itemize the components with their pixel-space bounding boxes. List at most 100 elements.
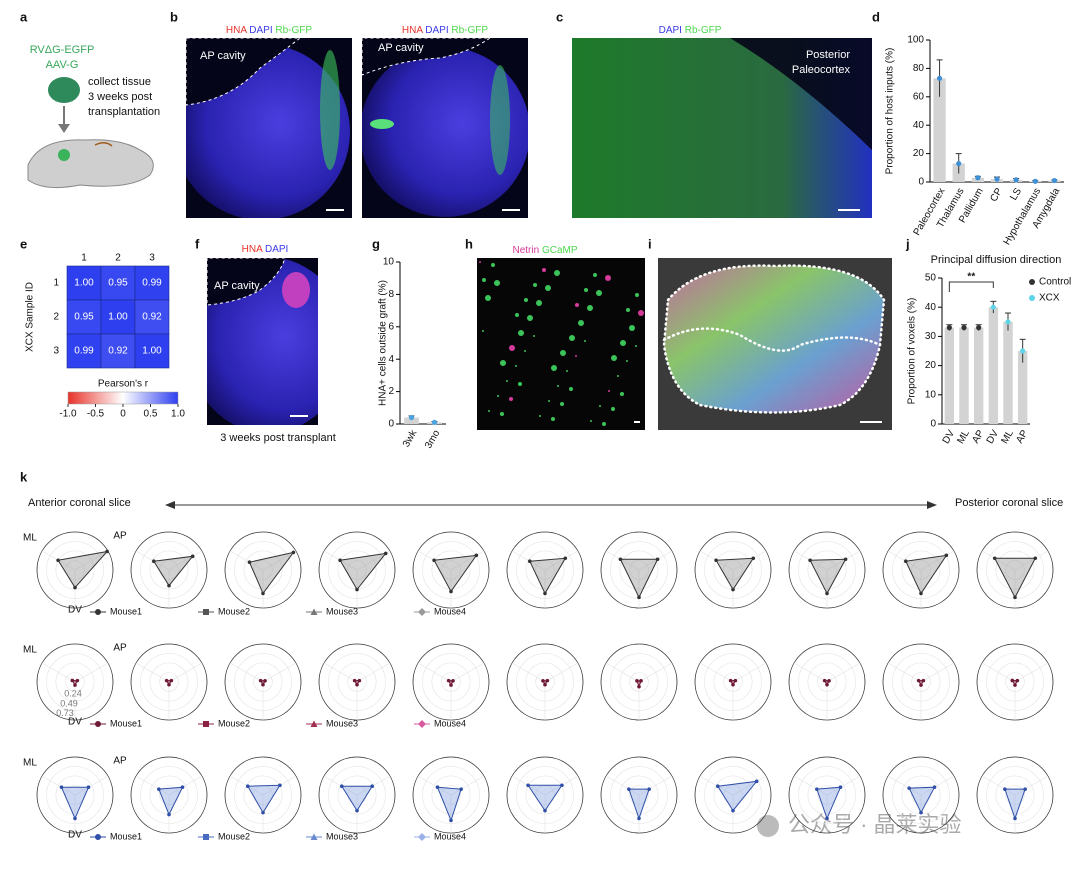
radar-spoke — [262, 550, 297, 571]
radial-tick-label: 0.24 — [64, 689, 82, 699]
x-tick-label: 3wk — [401, 427, 420, 449]
axis-label: DV — [68, 717, 82, 728]
legend-label: Mouse3 — [326, 718, 358, 728]
y-axis-label: XCX Sample ID — [25, 282, 36, 352]
significance-bracket — [948, 281, 994, 292]
data-point — [936, 75, 943, 81]
legend-label: Mouse3 — [326, 831, 358, 841]
radar-vertex — [637, 684, 641, 689]
data-point — [1032, 178, 1038, 184]
axis-label: DV — [68, 605, 82, 616]
radar-vertex — [921, 678, 926, 683]
legend-label: Mouse1 — [110, 718, 142, 728]
legend-marker — [95, 609, 101, 615]
cell-label: 1.00 — [142, 346, 162, 357]
radar-vertex — [639, 679, 643, 683]
axis-label: ML — [23, 533, 37, 544]
radar-spoke — [511, 662, 546, 683]
significance: ** — [967, 272, 975, 283]
bar — [1017, 351, 1028, 424]
colorbar-tick-label: 0.5 — [144, 409, 158, 420]
radar-shape — [628, 788, 650, 820]
radar-vertex — [563, 556, 568, 561]
mouse-brain — [27, 139, 154, 189]
protocol-note: transplantation — [88, 106, 160, 118]
cell — [575, 303, 579, 307]
radar-shape — [529, 557, 567, 595]
radar-shape — [433, 554, 478, 593]
heatmap-cell — [100, 299, 136, 335]
y-tick-label: 8 — [388, 289, 394, 300]
cell-label: 0.99 — [142, 278, 162, 289]
radar-spoke — [417, 775, 452, 796]
radar-vertex — [825, 591, 829, 596]
radar-vertex — [59, 785, 64, 789]
radar-vertex — [446, 678, 451, 683]
cell — [617, 375, 619, 377]
cell — [500, 360, 506, 366]
cell — [620, 392, 624, 396]
radar-vertex — [459, 787, 463, 791]
radar-spoke — [1014, 550, 1049, 571]
cell — [509, 345, 515, 351]
radar-vertex — [714, 558, 718, 563]
y-tick-label: 0 — [388, 419, 394, 430]
y-tick-label: 0 — [930, 419, 936, 430]
radar-spoke — [74, 662, 109, 683]
heatmap-cell — [100, 265, 136, 301]
radar-vertex — [449, 818, 453, 823]
radar-vertex — [261, 682, 265, 687]
y-axis-label: Proportion of voxels (%) — [907, 298, 918, 405]
cell — [626, 308, 630, 312]
radar-spoke — [638, 662, 673, 683]
y-tick-label: 20 — [925, 360, 937, 371]
y-tick-label: 100 — [907, 35, 924, 46]
radar-vertex — [825, 682, 829, 687]
y-tick-label: 4 — [388, 354, 394, 365]
legend-label: Mouse4 — [434, 606, 466, 616]
annotation: AP cavity — [200, 50, 246, 62]
radar-spoke — [732, 662, 767, 683]
watermark-icon — [757, 815, 779, 837]
colorbar-tick-label: -1.0 — [59, 409, 77, 420]
cell-label: 0.99 — [74, 346, 94, 357]
radial-tick-label: 0.73 — [56, 708, 74, 718]
radar-shape — [158, 786, 184, 816]
arrow-head — [58, 124, 70, 133]
radar-spoke — [920, 550, 955, 571]
radar-spoke — [168, 662, 203, 683]
legend-marker — [203, 834, 209, 840]
stain-label: HNA — [226, 25, 247, 36]
radar-vertex — [715, 784, 720, 789]
arrow-head — [927, 501, 937, 509]
radar-vertex — [86, 785, 91, 789]
cell — [548, 400, 550, 402]
radar-vertex — [627, 787, 631, 791]
bar — [988, 307, 999, 424]
x-tick-label: DV — [941, 428, 958, 446]
cell — [590, 420, 592, 422]
radar-vertex — [352, 678, 357, 683]
stain-labels: DAPI Rb-GFP — [659, 25, 722, 36]
y-tick-label: 50 — [925, 273, 937, 284]
caption: 3 weeks post transplant — [220, 432, 336, 444]
radar-spoke — [732, 775, 767, 796]
graft-outline — [662, 327, 882, 352]
annotation: Paleocortex — [792, 64, 851, 76]
radar-vertex — [75, 678, 80, 683]
data-point — [976, 325, 982, 331]
annotation: AP cavity — [378, 42, 424, 54]
legend-label: Mouse1 — [110, 831, 142, 841]
colorbar-tick-label: 0 — [120, 409, 126, 420]
colorbar-label: Pearson's r — [98, 379, 149, 390]
radar-shape — [905, 554, 948, 595]
data-point — [956, 160, 962, 167]
legend-label: XCX — [1039, 293, 1060, 304]
y-tick-label: 10 — [925, 389, 937, 400]
legend-label: Mouse2 — [218, 606, 250, 616]
radar-spoke — [920, 775, 955, 796]
radar-spoke — [887, 775, 922, 796]
radar-vertex — [258, 678, 263, 683]
radar-spoke — [605, 662, 640, 683]
bar — [1003, 321, 1013, 424]
